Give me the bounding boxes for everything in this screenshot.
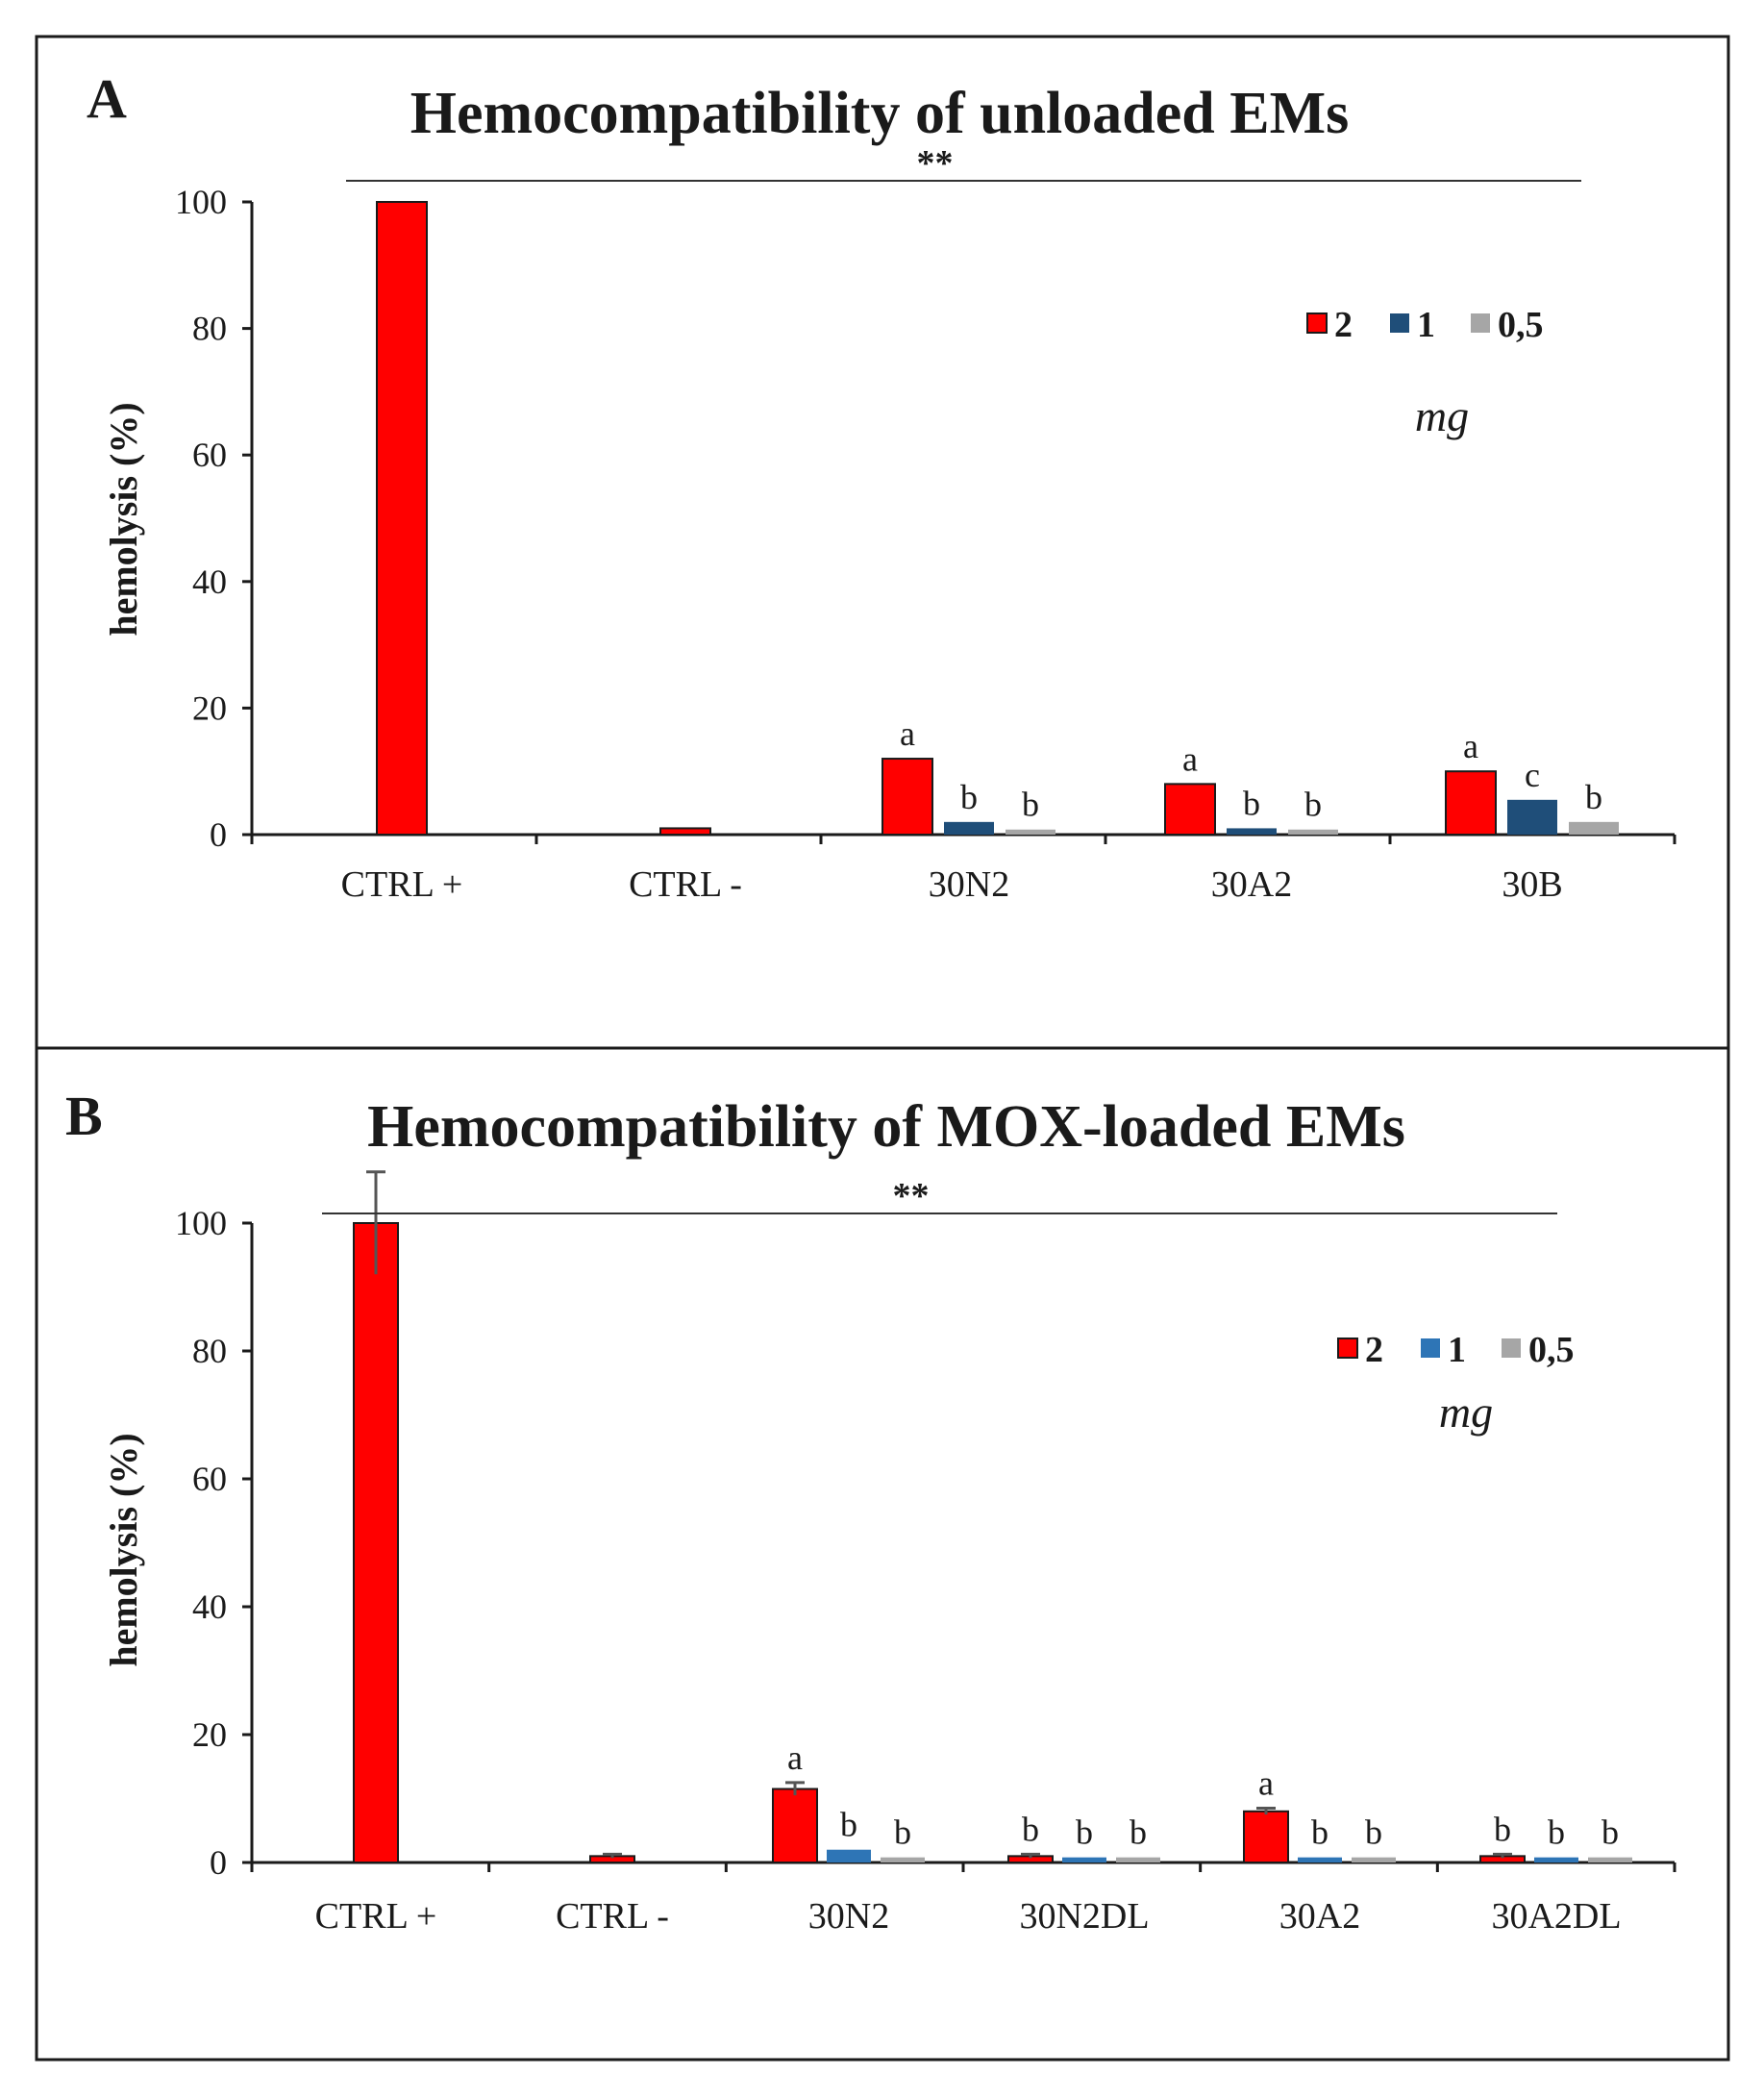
- y-tick-label: 100: [175, 183, 227, 221]
- significance-letter: a: [1463, 727, 1478, 765]
- bar-30a2-1: [1298, 1857, 1342, 1862]
- y-tick-label: 100: [175, 1204, 227, 1242]
- bar-30a2dl-1: [1534, 1857, 1578, 1862]
- significance-letter: a: [787, 1738, 803, 1777]
- bar-30n2-0-5: [881, 1857, 925, 1862]
- legend-swatch: [1471, 313, 1490, 333]
- y-tick-label: 20: [192, 1715, 227, 1754]
- legend-swatch: [1502, 1338, 1521, 1358]
- category-label: 30B: [1502, 864, 1562, 905]
- significance-letter: b: [1494, 1810, 1511, 1848]
- legend-unit: mg: [1439, 1388, 1493, 1437]
- y-tick-label: 60: [192, 436, 227, 474]
- legend-swatch: [1421, 1338, 1440, 1358]
- y-tick-label: 60: [192, 1460, 227, 1498]
- chart-b: B Hemocompatibility of MOX-loaded EMs 0 2…: [65, 1085, 1676, 1937]
- category-label: 30A2: [1211, 864, 1292, 905]
- significance-letter: b: [1076, 1813, 1093, 1852]
- bar-30b-0-5: [1569, 821, 1619, 835]
- significance-letter: c: [1525, 756, 1540, 794]
- y-tick-label: 80: [192, 310, 227, 348]
- legend-label: 0,5: [1528, 1330, 1575, 1370]
- significance-letter: a: [900, 714, 915, 753]
- category-label: 30N2: [808, 1896, 889, 1937]
- bar-30a2-2: [1243, 1810, 1289, 1864]
- legend-swatch: [1337, 1338, 1358, 1359]
- category-label: CTRL -: [556, 1896, 669, 1937]
- legend-unit: mg: [1415, 391, 1469, 440]
- significance-letter: a: [1182, 739, 1198, 778]
- bar-30n2dl-0-5: [1116, 1857, 1160, 1862]
- panel-a-frame: [35, 35, 1730, 1050]
- significance-letter: b: [894, 1813, 911, 1852]
- bar-30n2-2: [772, 1788, 818, 1864]
- category-label: CTRL -: [629, 864, 742, 905]
- panel-b-frame: [35, 1046, 1730, 2062]
- chart-b-title: Hemocompatibility of MOX-loaded EMs: [367, 1094, 1405, 1160]
- significance-letter: b: [1243, 784, 1260, 822]
- bar-30a2-0-5: [1352, 1857, 1396, 1862]
- significance-letter: b: [1311, 1813, 1328, 1852]
- legend-label: 2: [1334, 305, 1353, 345]
- y-tick-label: 0: [210, 815, 227, 854]
- category-label: CTRL +: [341, 864, 463, 905]
- bar-30n2-1: [827, 1849, 871, 1862]
- significance-stars: **: [893, 1176, 930, 1216]
- panel-a-letter: A: [87, 67, 127, 130]
- y-axis-label: hemolysis (%): [102, 1433, 145, 1666]
- y-tick-label: 80: [192, 1332, 227, 1370]
- bar-30a2-1: [1227, 828, 1277, 835]
- bar-30n2-2: [882, 758, 933, 836]
- category-label: 30N2DL: [1019, 1896, 1149, 1937]
- significance-letter: b: [1022, 1810, 1039, 1848]
- significance-letter: b: [1022, 786, 1039, 824]
- chart-a-title: Hemocompatibility of unloaded EMs: [410, 81, 1350, 146]
- category-label: 30A2: [1279, 1896, 1360, 1937]
- significance-letter: b: [1304, 786, 1322, 824]
- category-label: CTRL +: [315, 1896, 437, 1937]
- bar-ctrl-2: [353, 1222, 399, 1863]
- significance-letter: b: [1602, 1813, 1619, 1852]
- bar-30b-2: [1445, 770, 1497, 837]
- category-label: 30A2DL: [1491, 1896, 1621, 1937]
- significance-letter: b: [840, 1806, 857, 1844]
- bar-ctrl-2: [659, 827, 711, 836]
- legend-label: 1: [1448, 1330, 1466, 1370]
- bar-ctrl-2: [376, 201, 428, 836]
- bar-30n2dl-1: [1062, 1857, 1106, 1862]
- legend-label: 2: [1365, 1330, 1383, 1370]
- y-tick-label: 40: [192, 562, 227, 601]
- legend-label: 1: [1417, 305, 1435, 345]
- bar-30n2-1: [944, 821, 994, 835]
- category-label: 30N2: [929, 864, 1009, 905]
- legend-swatch: [1306, 312, 1328, 334]
- y-tick-label: 0: [210, 1843, 227, 1882]
- bar-30a2-0-5: [1288, 829, 1338, 835]
- y-axis-label: hemolysis (%): [102, 402, 145, 636]
- bar-30n2-0-5: [1006, 829, 1055, 835]
- significance-letter: b: [960, 778, 978, 816]
- y-tick-label: 40: [192, 1588, 227, 1626]
- legend-swatch: [1390, 313, 1409, 333]
- chart-a: A Hemocompatibility of unloaded EMs 0 20 4…: [87, 67, 1676, 905]
- significance-letter: a: [1258, 1763, 1274, 1802]
- y-tick-label: 20: [192, 688, 227, 727]
- significance-letter: b: [1585, 778, 1602, 816]
- bar-30a2dl-0-5: [1588, 1857, 1632, 1862]
- significance-letter: b: [1130, 1813, 1147, 1852]
- bar-30b-1: [1507, 799, 1557, 835]
- significance-letter: b: [1548, 1813, 1565, 1852]
- panel-b-letter: B: [65, 1085, 103, 1147]
- legend-label: 0,5: [1498, 305, 1544, 345]
- bar-30a2-2: [1164, 783, 1216, 836]
- significance-stars: **: [917, 143, 954, 184]
- significance-letter: b: [1365, 1813, 1382, 1852]
